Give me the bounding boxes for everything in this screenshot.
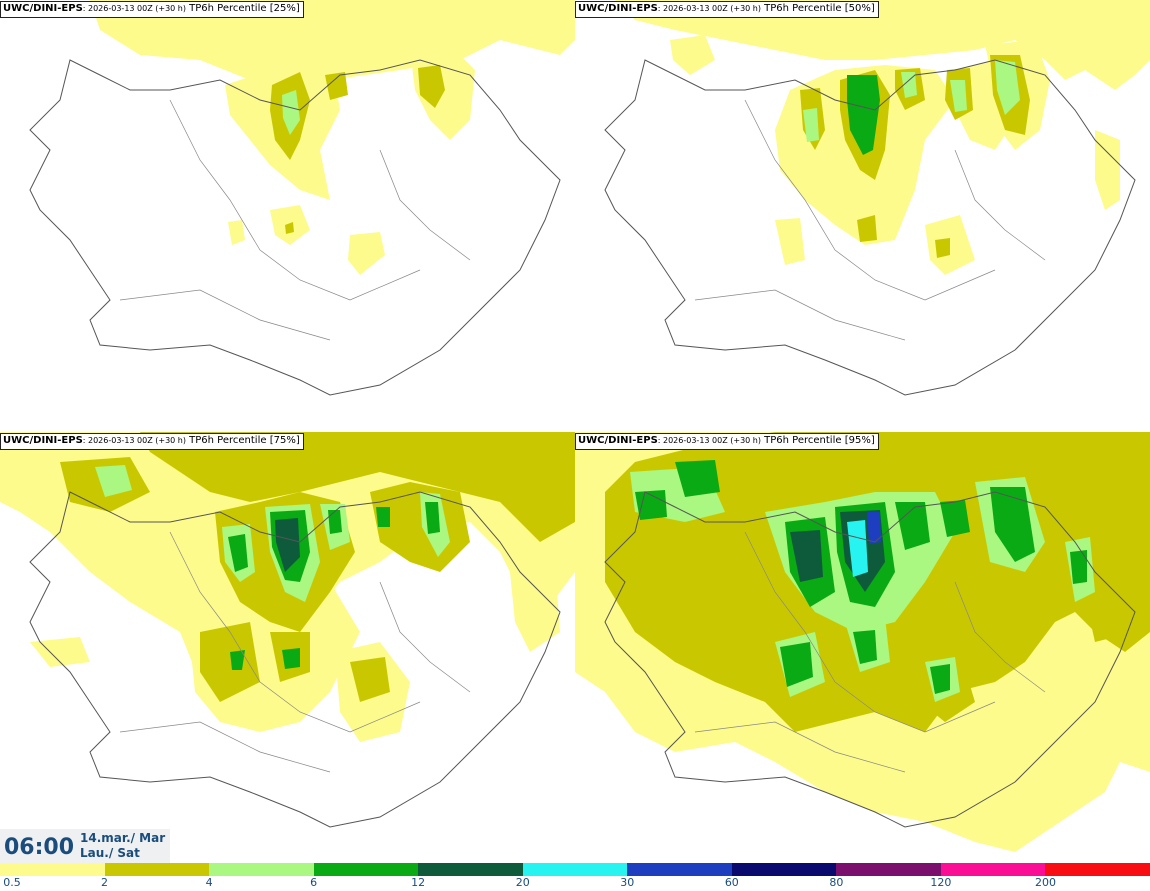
- map-panel-p95: UWC/DINI-EPS: 2026-03-13 00Z (+30 h) TP6…: [575, 432, 1150, 864]
- colorbar-swatch: [313, 863, 419, 876]
- model-name: UWC/DINI-EPS: [3, 435, 83, 446]
- precip-map-p75: [0, 432, 575, 828]
- model-name: UWC/DINI-EPS: [578, 3, 658, 14]
- valid-time: 06:00: [4, 835, 75, 860]
- colorbar-tick-label: 6: [310, 876, 318, 889]
- colorbar-swatch: [836, 863, 941, 876]
- colorbar-tick-label: 2: [101, 876, 109, 889]
- colorbar-tick-label: 20: [515, 876, 530, 889]
- model-name: UWC/DINI-EPS: [3, 3, 83, 14]
- colorbar-swatch: [731, 863, 837, 876]
- colorbar-swatch: [418, 863, 523, 876]
- run-info: : 2026-03-13 00Z (+30 h): [82, 4, 186, 13]
- panel-title: UWC/DINI-EPS: 2026-03-13 00Z (+30 h) TP6…: [575, 433, 879, 450]
- map-panel-p75: UWC/DINI-EPS: 2026-03-13 00Z (+30 h) TP6…: [0, 432, 575, 864]
- panel-title: UWC/DINI-EPS: 2026-03-13 00Z (+30 h) TP6…: [0, 1, 304, 18]
- field-name: TP6h Percentile [95%]: [760, 435, 875, 446]
- colorbar-swatch: [0, 863, 105, 876]
- map-panel-p25: UWC/DINI-EPS: 2026-03-13 00Z (+30 h) TP6…: [0, 0, 575, 432]
- valid-date: 14.mar./ Mar: [80, 831, 166, 845]
- model-name: UWC/DINI-EPS: [578, 435, 658, 446]
- colorbar-tick-label: 0.5: [3, 876, 21, 889]
- colorbar-tick-label: 200: [1034, 876, 1056, 889]
- valid-time-box: 06:00 14.mar./ Mar Lau./ Sat: [0, 829, 170, 863]
- colorbar-swatch: [627, 863, 732, 876]
- colorbar-swatch: [209, 863, 314, 876]
- panel-title: UWC/DINI-EPS: 2026-03-13 00Z (+30 h) TP6…: [0, 433, 304, 450]
- precip-map-p95: [575, 432, 1150, 852]
- field-name: TP6h Percentile [25%]: [185, 3, 300, 14]
- colorbar-tick-label: 120: [930, 876, 952, 889]
- colorbar-tick-label: 4: [205, 876, 213, 889]
- run-info: : 2026-03-13 00Z (+30 h): [657, 436, 761, 445]
- run-info: : 2026-03-13 00Z (+30 h): [82, 436, 186, 445]
- precip-map-p50: [604, 0, 1150, 396]
- colorbar-tick-label: 60: [724, 876, 739, 889]
- colorbar-swatch: [940, 863, 1046, 876]
- colorbar-swatch: [1045, 863, 1150, 876]
- colorbar-tick-label: 80: [829, 876, 844, 889]
- run-info: : 2026-03-13 00Z (+30 h): [657, 4, 761, 13]
- field-name: TP6h Percentile [50%]: [760, 3, 875, 14]
- valid-weekday: Lau./ Sat: [80, 846, 140, 860]
- panel-title: UWC/DINI-EPS: 2026-03-13 00Z (+30 h) TP6…: [575, 1, 879, 18]
- colorbar-swatch: [522, 863, 628, 876]
- colorbar-tick-label: 12: [411, 876, 426, 889]
- precip-colorbar: [0, 863, 1150, 876]
- map-panel-p50: UWC/DINI-EPS: 2026-03-13 00Z (+30 h) TP6…: [575, 0, 1150, 432]
- colorbar-swatch: [104, 863, 210, 876]
- precip-map-p25: [29, 0, 575, 396]
- colorbar-tick-label: 30: [620, 876, 635, 889]
- colorbar-ticks: 0.5 2 4 6 12 20 30 60 80 120 200: [0, 876, 1150, 891]
- field-name: TP6h Percentile [75%]: [185, 435, 300, 446]
